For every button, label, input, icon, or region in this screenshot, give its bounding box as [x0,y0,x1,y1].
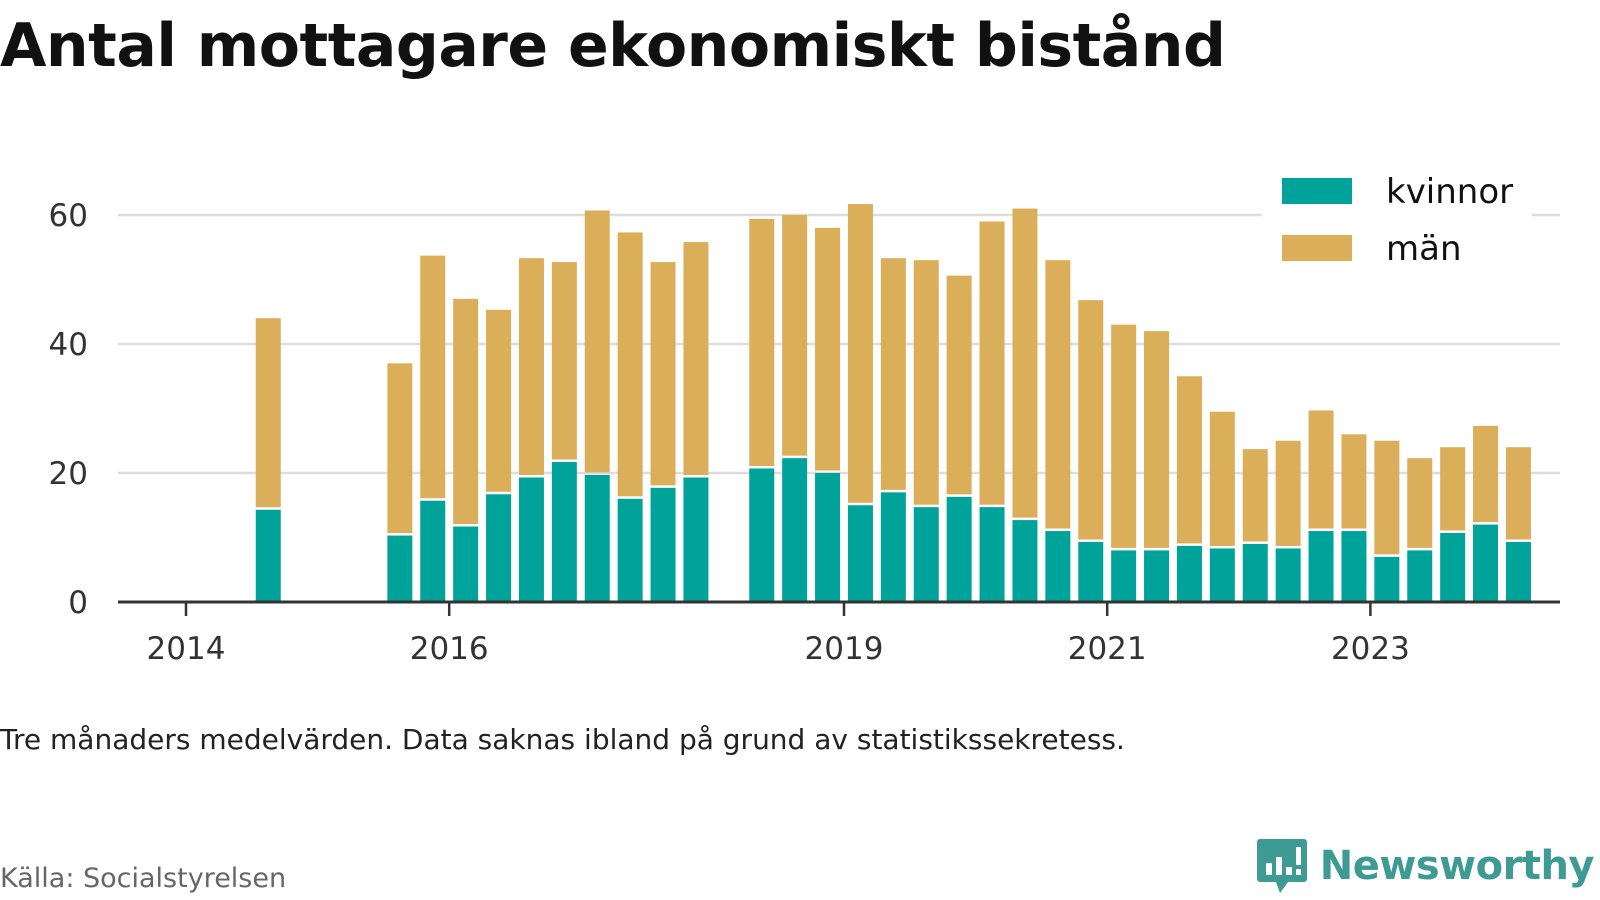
bar-kvinnor [1440,532,1466,602]
y-tick-label: 0 [68,585,88,621]
page-title: Antal mottagare ekonomiskt bistånd [0,11,1226,81]
bar-man [815,227,841,471]
bar-man [584,210,610,473]
x-tick-label: 2019 [805,631,884,667]
legend: kvinnor män [1262,166,1532,278]
bar-man [1242,449,1268,542]
y-tick-label: 60 [49,198,88,234]
bar-man [1407,458,1433,548]
bar-man [1176,376,1202,544]
bar-kvinnor [453,526,479,602]
bar-kvinnor [815,473,841,602]
bar-kvinnor [1111,550,1137,602]
bar-kvinnor [913,507,939,602]
bar-kvinnor [1341,531,1367,602]
bar-man [880,258,906,490]
bar-man [551,262,577,460]
bar-kvinnor [782,458,808,602]
bar-kvinnor [880,492,906,602]
bar-kvinnor [1078,542,1104,602]
bar-kvinnor [1045,531,1071,602]
bar-man [1341,434,1367,529]
bars [255,204,1531,602]
bar-kvinnor [1374,556,1400,602]
bar-man [1111,324,1137,548]
bar-man [847,204,873,503]
bar-man [1078,300,1104,540]
bar-man [486,309,512,492]
bar-kvinnor [847,505,873,602]
bar-man [782,215,808,456]
bar-man [1440,447,1466,531]
bar-man [1275,440,1301,546]
bar-kvinnor [1275,548,1301,602]
bar-man [913,260,939,505]
bar-kvinnor [486,494,512,602]
legend-swatch [1282,235,1352,261]
y-tick-label: 20 [49,456,88,492]
bar-man [1209,411,1235,546]
bar-kvinnor [683,477,709,602]
newsworthy-logo-icon [1256,839,1307,893]
bar-man [453,298,479,525]
bar-man [1374,440,1400,555]
brand-logo: Newsworthy [1256,838,1595,894]
bar-man [1144,331,1170,548]
bar-kvinnor [255,509,281,602]
chart-note: Tre månaders medelvärden. Data saknas ib… [0,723,1125,756]
bar-kvinnor [1505,542,1531,602]
bar-man [1505,447,1531,540]
bar-man [683,242,709,476]
bar-kvinnor [1012,520,1038,602]
legend-label: män [1386,229,1462,269]
bar-man [420,255,446,499]
bar-kvinnor [518,477,544,602]
bar-kvinnor [1209,548,1235,602]
bar-man [749,218,775,466]
bar-kvinnor [1308,531,1334,602]
bar-man [1473,425,1499,523]
bar-kvinnor [387,535,413,602]
bar-kvinnor [1407,550,1433,602]
bar-man [1308,410,1334,529]
bar-kvinnor [1144,550,1170,602]
y-axis-tick-labels: 0 20 40 60 [49,198,88,621]
x-axis [118,600,1560,616]
bar-kvinnor [946,496,972,602]
bar-man [1045,260,1071,529]
source-credit: Källa: Socialstyrelsen [0,863,287,894]
x-axis-tick-labels: 2014 2016 2019 2021 2023 [147,631,1410,667]
x-tick-label: 2016 [410,631,489,667]
legend-label: kvinnor [1386,172,1513,212]
bar-kvinnor [617,498,643,602]
brand-name: Newsworthy [1319,843,1595,889]
bar-kvinnor [420,500,446,602]
bar-kvinnor [749,468,775,602]
bar-kvinnor [551,462,577,602]
bar-kvinnor [584,474,610,602]
y-tick-label: 40 [49,327,88,363]
bar-man [979,221,1005,505]
bar-man [617,232,643,497]
x-tick-label: 2014 [147,631,226,667]
bar-kvinnor [1176,545,1202,602]
legend-swatch [1282,178,1352,204]
bar-man [518,258,544,476]
x-tick-label: 2023 [1331,631,1410,667]
bar-kvinnor [1473,524,1499,602]
bar-kvinnor [1242,543,1268,602]
bar-kvinnor [650,487,676,602]
bar-man [650,262,676,486]
bar-man [1012,208,1038,518]
bar-man [387,363,413,534]
bar-man [255,318,281,508]
bar-kvinnor [979,507,1005,602]
x-tick-label: 2021 [1068,631,1147,667]
bar-man [946,275,972,495]
